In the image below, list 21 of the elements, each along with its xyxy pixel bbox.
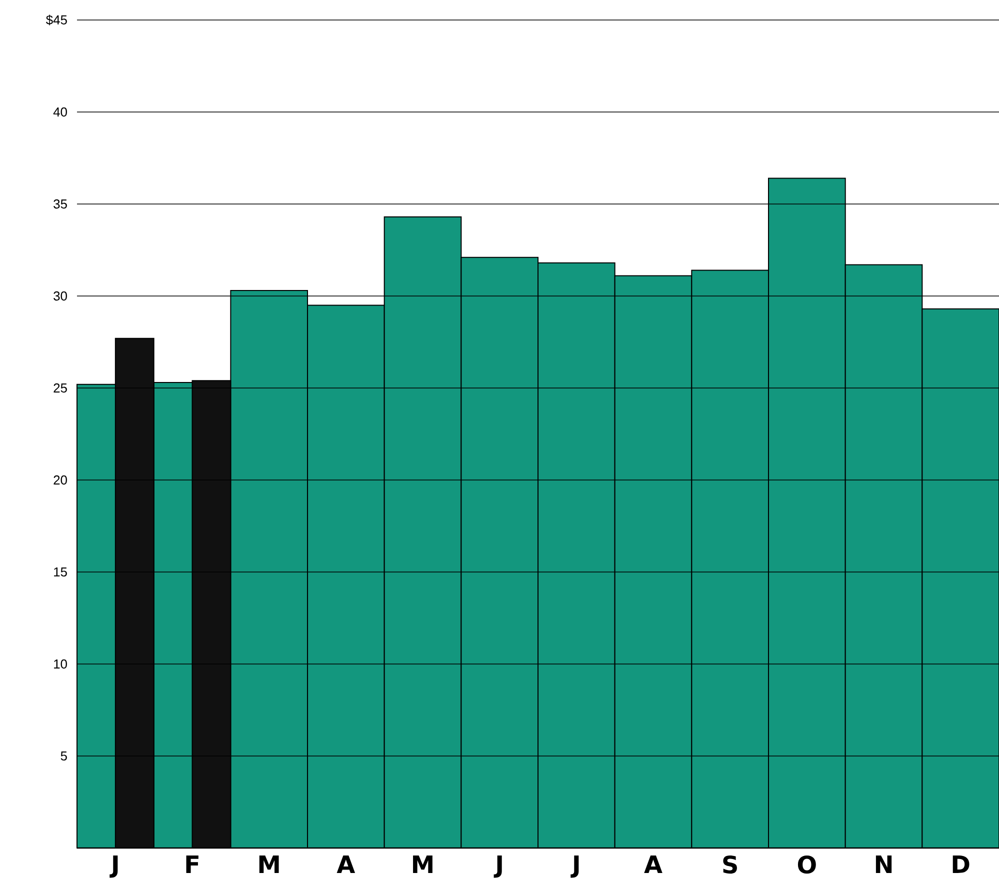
y-tick-label: 5: [60, 751, 67, 761]
x-tick-label: S: [723, 856, 737, 874]
x-tick-label: M: [259, 856, 279, 873]
x-tick-label: A: [336, 856, 356, 873]
x-tick-label: J: [110, 856, 118, 878]
y-tick-label: $45: [46, 14, 67, 26]
y-tick-label: 15: [54, 567, 67, 577]
y-tick-label: 20: [54, 475, 67, 485]
x-tick-label: F: [186, 856, 198, 873]
y-tick-label: 10: [54, 659, 67, 669]
x-tick-label: M: [413, 856, 432, 873]
x-tick-label: J: [570, 856, 579, 878]
x-tick-label: N: [876, 856, 892, 873]
y-tick-label: 35: [54, 199, 67, 209]
x-tick-label: D: [952, 856, 970, 873]
y-tick-label: 30: [54, 291, 67, 301]
x-tick-label: A: [644, 856, 662, 873]
y-tick-label: 25: [54, 383, 67, 393]
x-tick-label: J: [494, 856, 502, 878]
x-tick-label: O: [798, 856, 816, 874]
y-tick-label: 40: [53, 107, 67, 117]
